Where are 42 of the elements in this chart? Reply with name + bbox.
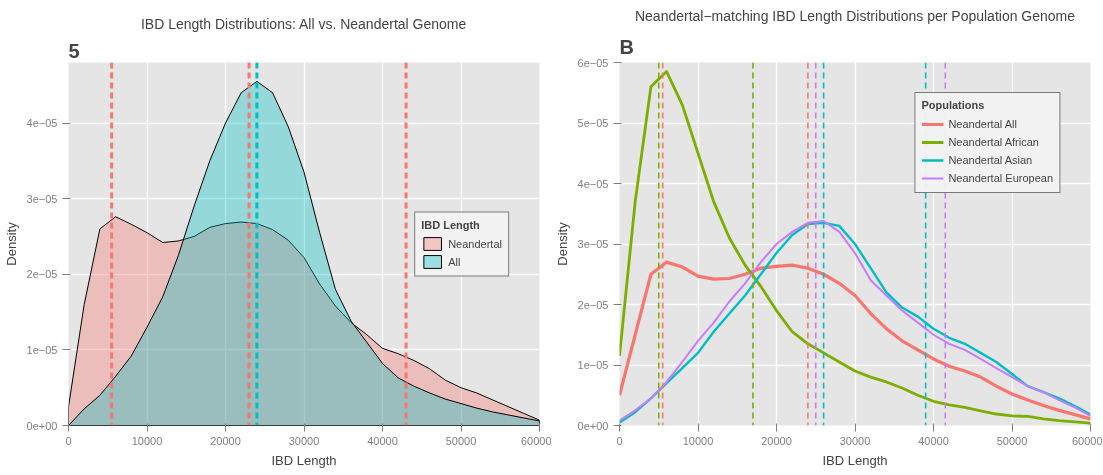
legend-label: Neandertal African	[948, 135, 1039, 150]
y-tick-label: 5e−05	[577, 117, 609, 129]
chart-title: IBD Length Distributions: All vs. Neandertal Genome	[140, 15, 467, 32]
x-tick-label: 60000	[1071, 434, 1103, 447]
y-tick-label: 1e−05	[577, 359, 609, 371]
x-tick-label: 20000	[210, 434, 241, 447]
y-tick-label: 0e+00	[26, 419, 58, 432]
legend-title: Populations	[921, 99, 986, 111]
x-tick-label: 0	[65, 434, 72, 447]
legend-label: Neandertal All	[948, 117, 1017, 132]
y-tick-label: 1e−05	[26, 343, 58, 356]
text: 5	[68, 39, 80, 62]
y-axis-title: Density	[3, 221, 19, 266]
x-axis-title: IBD Length	[271, 452, 337, 468]
chart-title: Neandertal−matching IBD Length Distributions per Population Genome	[634, 7, 1076, 24]
legend-label: Neandertal	[448, 236, 502, 251]
x-tick-label: 50000	[996, 434, 1028, 447]
y-axis-title: Density	[554, 221, 570, 266]
legend-label: Neandertal European	[948, 171, 1053, 186]
x-tick-label: 50000	[445, 434, 477, 447]
x-tick-label: 30000	[839, 434, 871, 447]
y-tick-label: 6e−05	[577, 56, 609, 69]
legend-label: Neandertal Asian	[948, 153, 1033, 168]
y-tick-label: 2e−05	[577, 298, 609, 311]
x-tick-label: 0	[616, 434, 623, 447]
y-tick-label: 4e−05	[26, 117, 58, 129]
y-tick-label: 4e−05	[577, 177, 609, 190]
x-tick-label: 20000	[761, 434, 792, 447]
x-tick-label: 40000	[918, 434, 949, 447]
y-tick-label: 3e−05	[26, 192, 58, 205]
x-tick-label: 10000	[682, 434, 714, 447]
x-tick-label: 60000	[520, 434, 552, 447]
text: B	[619, 35, 634, 58]
x-axis-title: IBD Length	[822, 452, 888, 468]
x-tick-label: 30000	[288, 434, 320, 447]
x-tick-label: 40000	[367, 434, 398, 447]
legend-label: All	[448, 254, 462, 269]
y-tick-label: 2e−05	[26, 268, 58, 281]
x-tick-label: 10000	[131, 434, 163, 447]
y-tick-label: 0e+00	[577, 419, 609, 432]
legend-title: IBD Length	[421, 218, 481, 230]
y-tick-label: 3e−05	[577, 238, 609, 250]
